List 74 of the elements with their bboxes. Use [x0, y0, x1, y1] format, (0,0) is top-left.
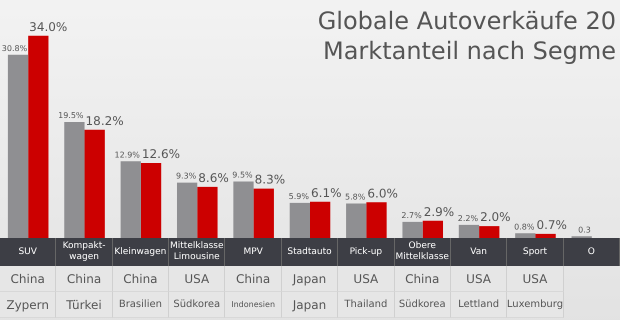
bar: [28, 36, 48, 238]
data-label: 5.9%: [288, 192, 310, 201]
data-label: 30.8%: [2, 44, 28, 53]
bar: [535, 234, 556, 238]
data-label: 2.2%: [458, 214, 478, 223]
text: Südkorea: [394, 292, 451, 318]
data-label: 12.6%: [142, 147, 180, 162]
text: Zypern: [0, 292, 56, 318]
bar: [140, 163, 162, 238]
text: Türkei: [56, 292, 113, 318]
data-label: 2.7%: [401, 211, 422, 220]
x-tick-label: Obere Mittelklasse: [394, 238, 451, 266]
text: Japan: [282, 292, 338, 318]
text: China: [112, 266, 170, 292]
x-tick-label: SUV: [0, 238, 56, 266]
bar: [402, 222, 423, 238]
bar: [84, 130, 105, 238]
bar: [366, 202, 387, 238]
text: Brasilien: [112, 292, 170, 318]
text: China: [56, 266, 113, 292]
x-tick-label: Kompakt-wagen: [56, 238, 113, 266]
bar: [515, 233, 536, 238]
data-label: 5.8%: [345, 192, 366, 202]
data-label: 9.3%: [176, 172, 197, 181]
bar: [197, 186, 218, 238]
text: Indonesien: [225, 292, 282, 318]
data-label: 12.9%: [114, 150, 140, 160]
text: USA: [507, 266, 564, 292]
data-label: 8.3%: [254, 172, 286, 187]
x-tick-label: Mittelklasse Limousine: [169, 238, 226, 266]
text: Japan: [282, 266, 338, 292]
bar: [233, 181, 254, 238]
data-label: 6.1%: [311, 186, 342, 200]
bar: [8, 54, 28, 238]
text: USA: [450, 266, 508, 292]
data-label: 0.3: [578, 225, 591, 234]
text: Südkorea: [169, 292, 226, 318]
bar: [458, 224, 480, 238]
text: China: [225, 266, 282, 292]
text: Lettland: [450, 292, 508, 318]
data-label: 18.2%: [86, 114, 124, 128]
bar: [176, 182, 198, 238]
chart-title: Globale Autoverkäufe 20: [318, 6, 616, 36]
data-label: 8.6%: [198, 170, 229, 185]
data-label: 2.0%: [480, 210, 511, 224]
x-tick-label: Van: [450, 238, 508, 266]
x-tick-label: MPV: [225, 238, 282, 266]
bar: [479, 226, 500, 238]
text: Luxemburg: [506, 292, 564, 318]
text: Thailand: [338, 292, 395, 318]
text: USA: [338, 266, 395, 292]
x-tick-label: Kleinwagen: [112, 238, 170, 266]
data-label: 6.0%: [367, 186, 398, 200]
data-label: 2.9%: [424, 204, 454, 219]
bar: [422, 220, 444, 238]
bar: [120, 161, 141, 238]
text: China: [0, 266, 56, 292]
bar: [64, 122, 85, 238]
bar: [290, 202, 310, 238]
data-label: 9.5%: [232, 170, 254, 180]
data-label: 0.8%: [514, 222, 535, 232]
data-label: 0.7%: [536, 218, 567, 232]
text: China: [394, 266, 451, 292]
text: USA: [169, 266, 226, 292]
data-label: 19.5%: [58, 111, 84, 120]
chart-subtitle: Marktanteil nach Segme: [322, 36, 616, 66]
bar: [254, 188, 274, 238]
x-tick-label: O: [564, 238, 620, 266]
data-label: 34.0%: [29, 20, 68, 34]
x-tick-label: Sport: [507, 238, 564, 266]
bar: [346, 203, 366, 238]
x-tick-label: Pick-up: [338, 238, 395, 266]
x-tick-label: Stadtauto: [282, 238, 338, 266]
bar: [310, 202, 330, 238]
